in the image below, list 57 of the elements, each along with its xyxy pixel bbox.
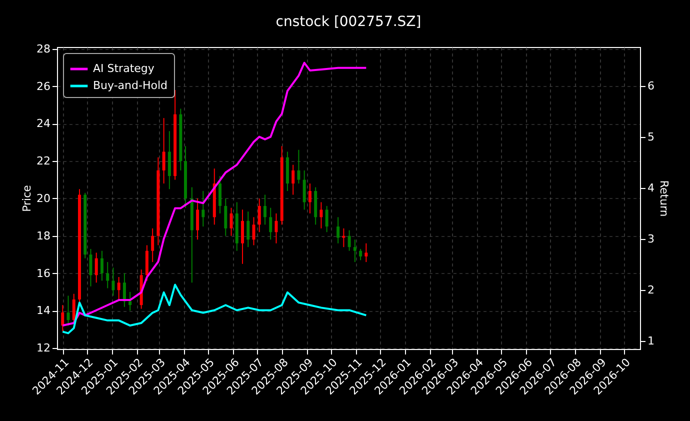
candlestick <box>106 262 110 289</box>
legend-label: Buy-and-Hold <box>93 79 168 92</box>
y2-tick-label: 4 <box>648 181 654 194</box>
candlestick <box>202 190 205 228</box>
candlestick <box>196 198 200 240</box>
line-series <box>62 62 368 327</box>
candlestick <box>297 149 300 184</box>
legend-label: AI Strategy <box>93 62 155 75</box>
candlestick <box>353 239 356 263</box>
y-tick-label: 22 <box>36 154 50 168</box>
candlestick <box>348 230 351 252</box>
y2-tick-label: 1 <box>648 334 654 348</box>
candlestick <box>117 276 120 300</box>
candlestick <box>162 118 166 184</box>
candlestick <box>269 207 272 240</box>
y-tick-label: 18 <box>36 229 50 242</box>
y-tick-label: 12 <box>36 342 50 355</box>
candlestick <box>61 304 64 332</box>
y2-axis-title: Return <box>658 180 670 217</box>
candlestick <box>263 194 266 226</box>
candlestick <box>320 202 323 229</box>
candlestick <box>252 216 256 246</box>
chart-title: cnstock [002757.SZ] <box>276 14 422 30</box>
candlestick <box>89 248 92 287</box>
y-axis-title: Price <box>20 184 34 212</box>
y2-tick-label: 5 <box>648 130 654 144</box>
y2-tick-label: 3 <box>648 232 654 246</box>
y-tick-label: 24 <box>36 117 50 130</box>
candlestick <box>258 198 261 233</box>
candlestick <box>122 272 126 308</box>
candlestick <box>151 228 154 263</box>
candlestick <box>246 211 250 248</box>
line-series <box>62 284 368 334</box>
candlestick <box>241 209 244 264</box>
candlestick <box>66 295 70 326</box>
candlestick <box>230 207 233 236</box>
candlestick <box>100 250 104 282</box>
y-tick-label: 28 <box>36 42 50 56</box>
candlestick <box>302 170 306 210</box>
candlestick <box>364 242 368 263</box>
candlestick <box>336 216 340 244</box>
candlestick <box>218 176 222 214</box>
candlestick <box>308 183 312 214</box>
y2-tick-label: 6 <box>648 79 654 92</box>
candlestick <box>128 291 132 312</box>
candlestick <box>292 164 295 196</box>
candlestick <box>325 205 328 233</box>
candlestick <box>224 198 228 236</box>
candlestick <box>112 267 115 296</box>
y-tick-label: 16 <box>36 266 50 280</box>
y-tick-label: 14 <box>36 304 50 318</box>
y-tick-label: 26 <box>36 80 50 93</box>
y2-tick-label: 2 <box>648 283 654 296</box>
candlestick <box>359 248 362 261</box>
y-tick-label: 20 <box>36 192 50 205</box>
candlestick <box>274 212 278 244</box>
candlestick <box>94 252 98 284</box>
